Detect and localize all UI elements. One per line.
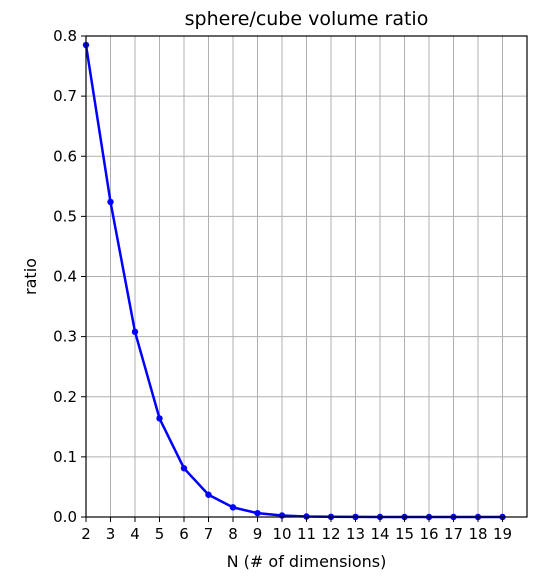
x-tick-label: 17: [444, 525, 463, 543]
y-tick-label: 0.3: [53, 328, 77, 346]
y-tick-label: 0.4: [53, 268, 77, 286]
data-point: [107, 198, 114, 206]
y-tick-label: 0.6: [53, 147, 77, 165]
x-tick-label: 12: [321, 525, 340, 543]
data-point: [131, 328, 139, 336]
x-tick-label: 9: [253, 525, 263, 543]
grid: [85, 35, 527, 518]
x-tick-label: 8: [228, 525, 238, 543]
y-tick-label: 0.0: [53, 508, 77, 526]
series-line: [84, 44, 503, 519]
data-point: [254, 509, 261, 517]
data-point: [156, 415, 163, 422]
series-group: [82, 41, 506, 521]
data-point: [205, 491, 212, 498]
chart-title: sphere/cube volume ratio: [185, 8, 429, 30]
x-tick-label: 14: [370, 525, 389, 543]
x-tick-label: 4: [130, 525, 140, 543]
y-tick-label: 0.2: [53, 388, 77, 406]
x-tick-label: 18: [468, 525, 487, 543]
x-axis-label: N (# of dimensions): [227, 552, 387, 571]
x-tick-label: 5: [155, 525, 165, 543]
data-point: [229, 504, 237, 511]
x-tick-label: 16: [419, 525, 438, 543]
ticks: 2 3 4 5 6 7 8 9 10 11 12 13 14 15 16 17 18 19 0.0 0.1 0.2 0.3…: [53, 27, 512, 543]
x-tick-label: 10: [272, 525, 291, 543]
y-axis-label: ratio: [21, 258, 40, 295]
x-tick-label: 11: [297, 525, 316, 543]
y-tick-label: 0.8: [53, 27, 77, 45]
y-tick-label: 0.7: [53, 87, 77, 105]
x-tick-label: 13: [346, 525, 365, 543]
x-tick-label: 19: [493, 525, 512, 543]
x-tick-label: 6: [179, 525, 189, 543]
data-point: [180, 465, 188, 472]
x-tick-label: 7: [204, 525, 214, 543]
x-tick-label: 15: [395, 525, 414, 543]
y-tick-label: 0.5: [53, 207, 77, 225]
x-tick-label: 3: [106, 525, 116, 543]
y-tick-label: 0.1: [53, 448, 77, 466]
x-tick-label: 2: [81, 525, 91, 543]
